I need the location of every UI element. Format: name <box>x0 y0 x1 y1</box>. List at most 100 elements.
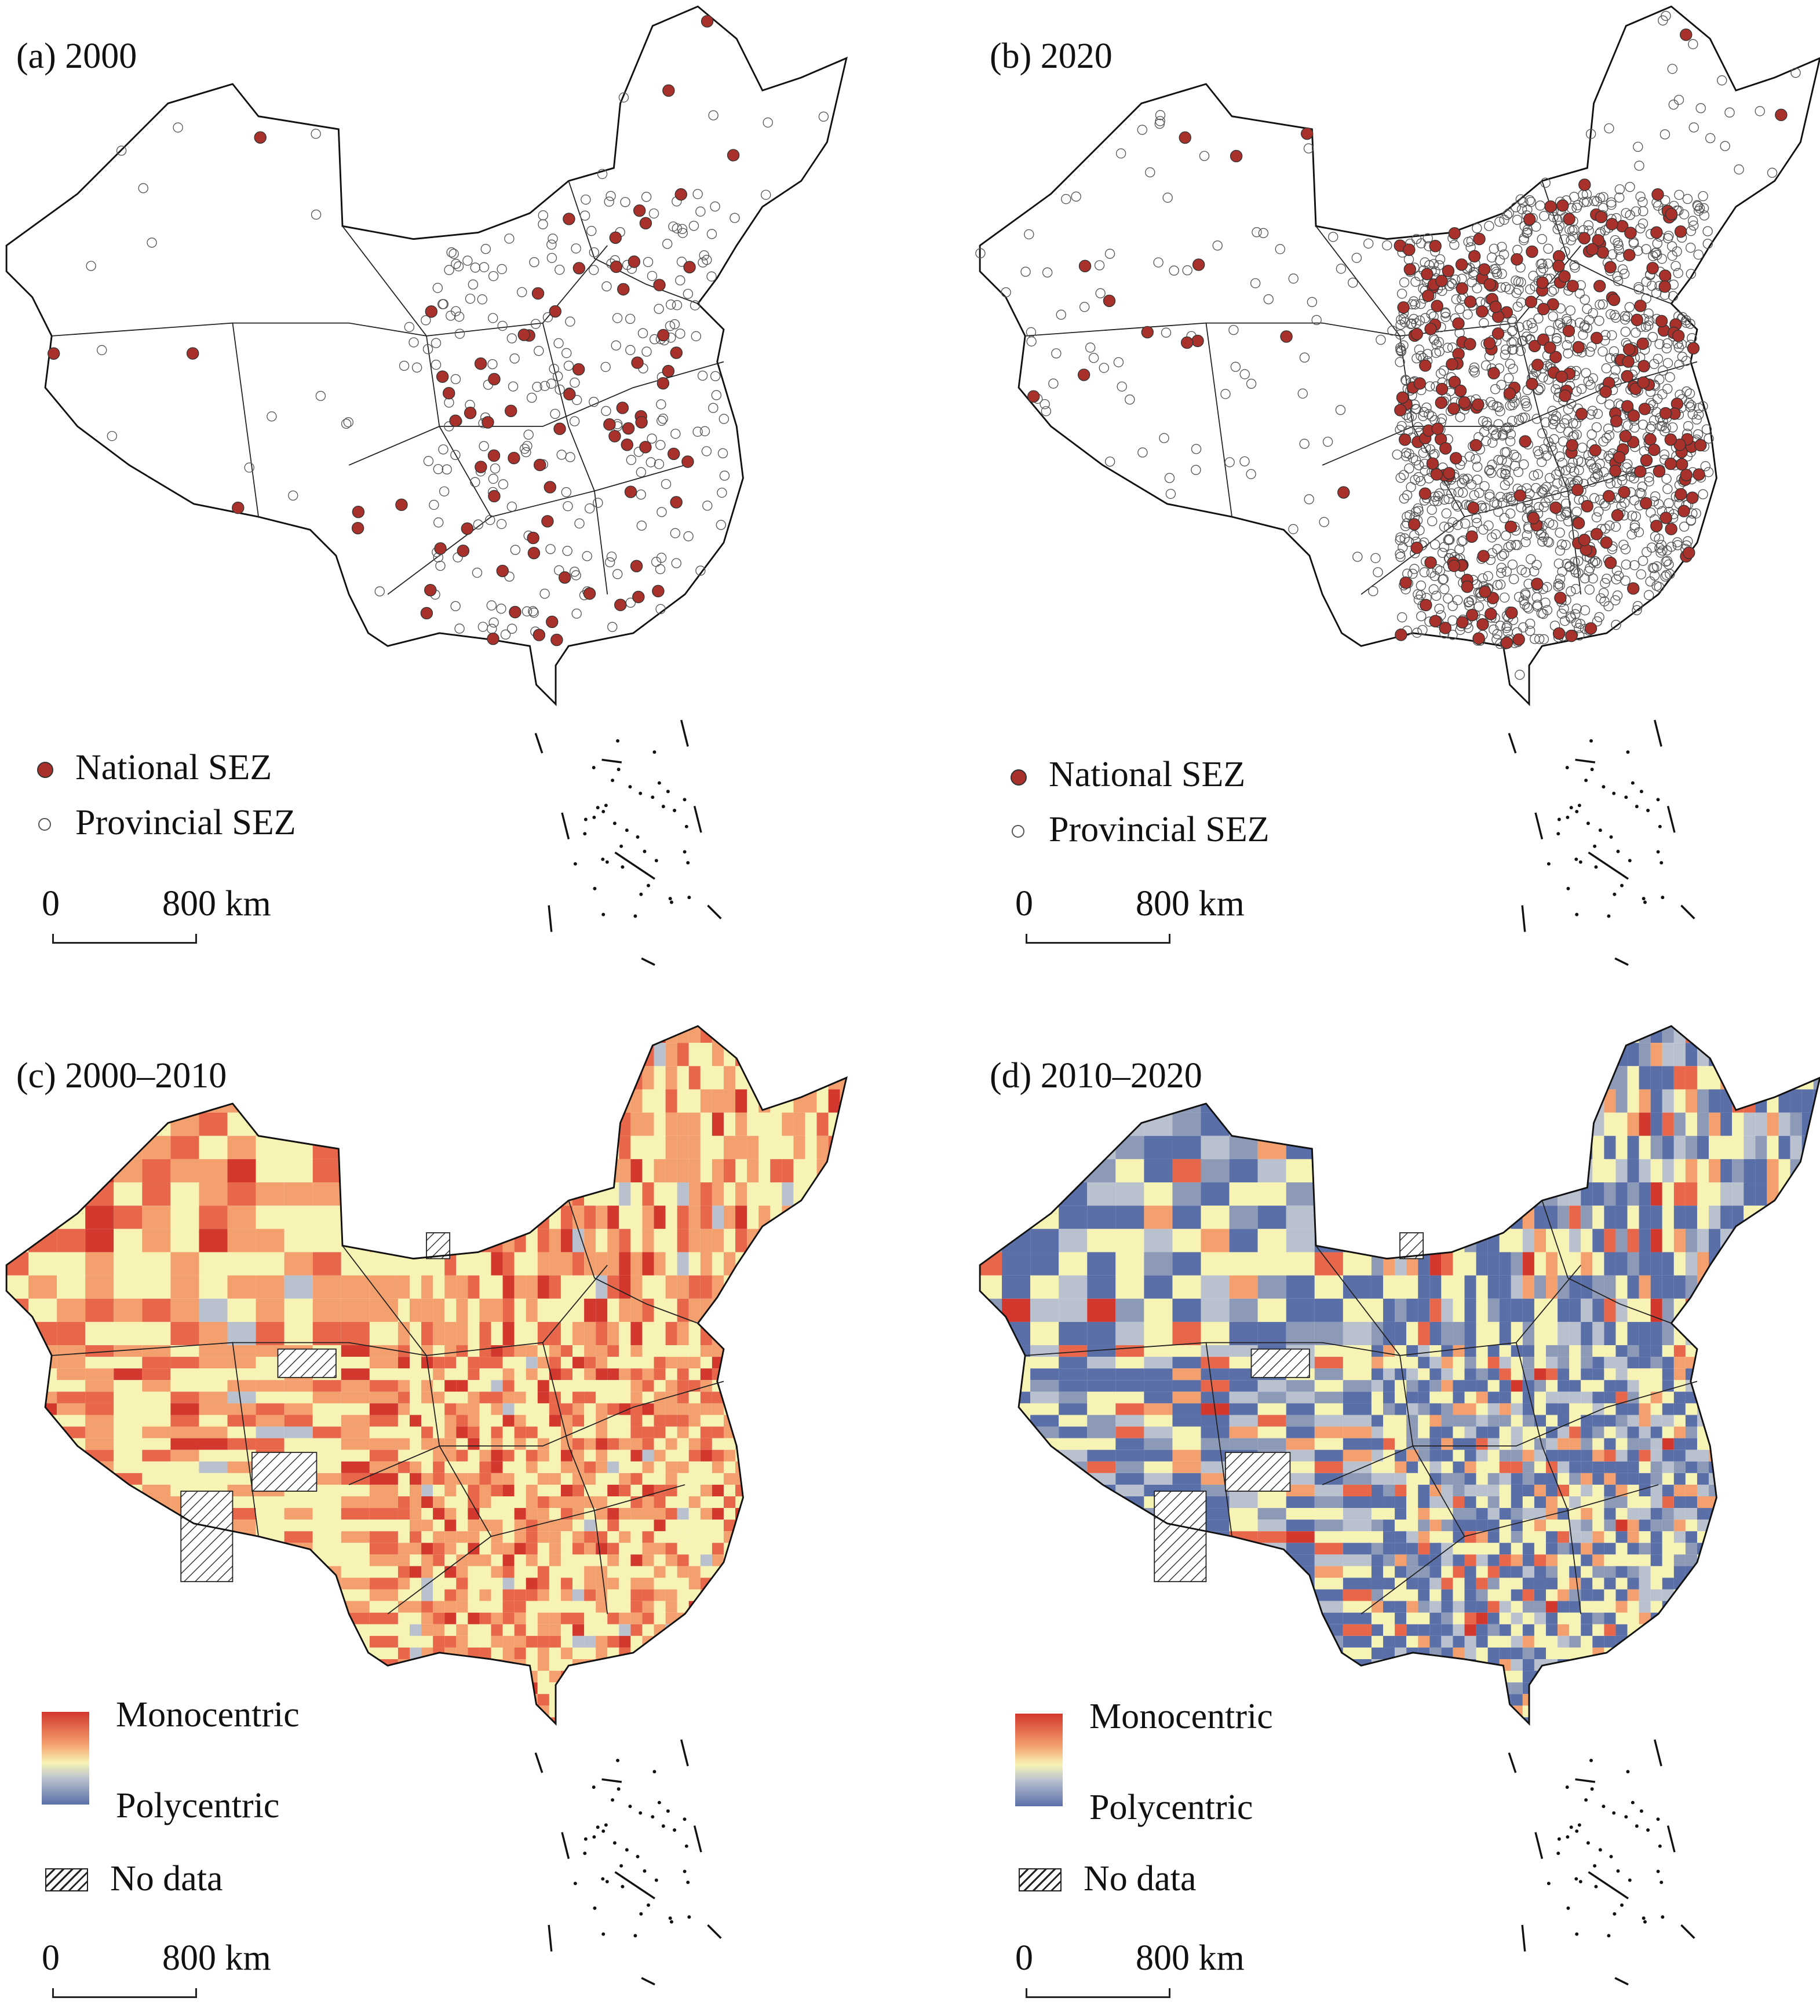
county-unit <box>840 1043 852 1066</box>
county-unit <box>712 1659 724 1671</box>
provincial-sez-point <box>642 192 651 202</box>
county-unit <box>341 1450 370 1462</box>
county-unit <box>0 1182 28 1206</box>
county-unit <box>28 1206 57 1229</box>
county-unit <box>491 1648 503 1659</box>
national-sez-point <box>1625 227 1636 239</box>
provincial-sez-point <box>479 441 488 451</box>
county-unit <box>735 1136 747 1159</box>
county-unit <box>712 1485 724 1496</box>
national-sez-point <box>1473 233 1485 245</box>
county-unit <box>526 1438 538 1450</box>
county-unit <box>256 1066 285 1089</box>
county-unit <box>256 1590 285 1601</box>
county-unit <box>285 1182 313 1206</box>
county-unit <box>491 1450 503 1462</box>
county-unit <box>85 1566 114 1577</box>
county-unit <box>433 1659 444 1671</box>
county-unit <box>410 1136 421 1159</box>
county-unit <box>341 1299 370 1322</box>
county-unit <box>503 1415 515 1426</box>
county-unit <box>57 1671 85 1682</box>
county-unit <box>630 1613 642 1624</box>
county-unit <box>433 1159 444 1182</box>
county-unit <box>28 1473 57 1485</box>
county-unit <box>654 1322 666 1345</box>
national-sez-point <box>1511 254 1523 265</box>
provincial-sez-point <box>1414 345 1424 354</box>
county-unit <box>170 1590 199 1601</box>
county-unit <box>199 1113 227 1136</box>
county-unit <box>1558 1020 1569 1043</box>
provincial-sez-point <box>1480 427 1489 436</box>
provincial-sez-point <box>1275 244 1285 254</box>
county-unit <box>654 1392 666 1403</box>
island <box>625 828 629 832</box>
county-unit <box>654 1462 666 1473</box>
county-unit <box>199 1648 227 1659</box>
county-unit <box>805 1508 816 1520</box>
national-sez-point <box>1573 341 1584 353</box>
national-sez-point <box>1693 469 1705 480</box>
county-unit <box>515 1450 526 1462</box>
county-unit <box>758 1578 770 1590</box>
provincial-sez-point <box>621 198 630 207</box>
provincial-sez-point <box>1504 209 1513 218</box>
county-unit <box>1546 1043 1558 1066</box>
national-sez-point <box>435 543 446 554</box>
national-sez-point <box>1484 337 1496 349</box>
county-unit <box>285 1659 313 1671</box>
county-unit <box>758 1648 770 1659</box>
county-unit <box>712 1705 724 1717</box>
provincial-sez-point <box>472 568 482 578</box>
national-sez-point <box>1591 528 1602 540</box>
national-sez-point <box>1431 469 1442 480</box>
county-unit <box>491 1613 503 1624</box>
national-sez-point <box>1526 378 1538 390</box>
provincial-sez-point <box>1689 123 1698 132</box>
county-unit <box>85 1368 114 1380</box>
county-unit <box>561 1345 572 1357</box>
county-unit <box>170 1473 199 1485</box>
national-sez-point <box>1395 404 1406 416</box>
county-unit <box>596 1089 607 1112</box>
county-unit <box>199 1473 227 1485</box>
county-unit <box>689 1043 701 1066</box>
provincial-sez-point <box>1376 335 1385 345</box>
county-unit <box>805 1682 816 1694</box>
county-unit <box>817 1368 829 1380</box>
legend-polycentric: Polycentric <box>116 1785 279 1827</box>
national-sez-point <box>1676 459 1688 470</box>
county-unit <box>515 1566 526 1577</box>
county-unit <box>491 1590 503 1601</box>
provincial-sez-point <box>1240 456 1249 466</box>
national-sez-point <box>461 523 473 534</box>
county-unit <box>444 1392 456 1403</box>
county-unit <box>1395 1043 1406 1066</box>
national-sez-point <box>1448 403 1460 414</box>
county-unit <box>228 1020 256 1043</box>
provincial-sez-point <box>582 552 592 561</box>
provincial-sez-point <box>1644 590 1654 600</box>
provincial-sez-point <box>1625 182 1635 192</box>
county-unit <box>852 1136 853 1159</box>
provincial-sez-point <box>719 414 728 423</box>
county-unit <box>142 1613 170 1624</box>
provincial-sez-point <box>644 257 653 266</box>
county-unit <box>747 1043 758 1066</box>
county-unit <box>840 1392 852 1403</box>
county-unit <box>410 1554 421 1566</box>
county-unit <box>456 1520 468 1531</box>
provincial-sez-point <box>1240 370 1249 379</box>
county-unit <box>607 1229 619 1252</box>
provincial-sez-point <box>700 426 709 436</box>
county-unit <box>770 1590 782 1601</box>
county-unit <box>456 1496 468 1508</box>
provincial-sez-point <box>1664 499 1673 508</box>
county-unit <box>549 1345 561 1357</box>
county-unit <box>538 1403 549 1415</box>
county-unit <box>829 1159 840 1182</box>
county-unit <box>479 1276 491 1299</box>
island <box>583 1851 586 1855</box>
county-unit <box>456 1276 468 1299</box>
